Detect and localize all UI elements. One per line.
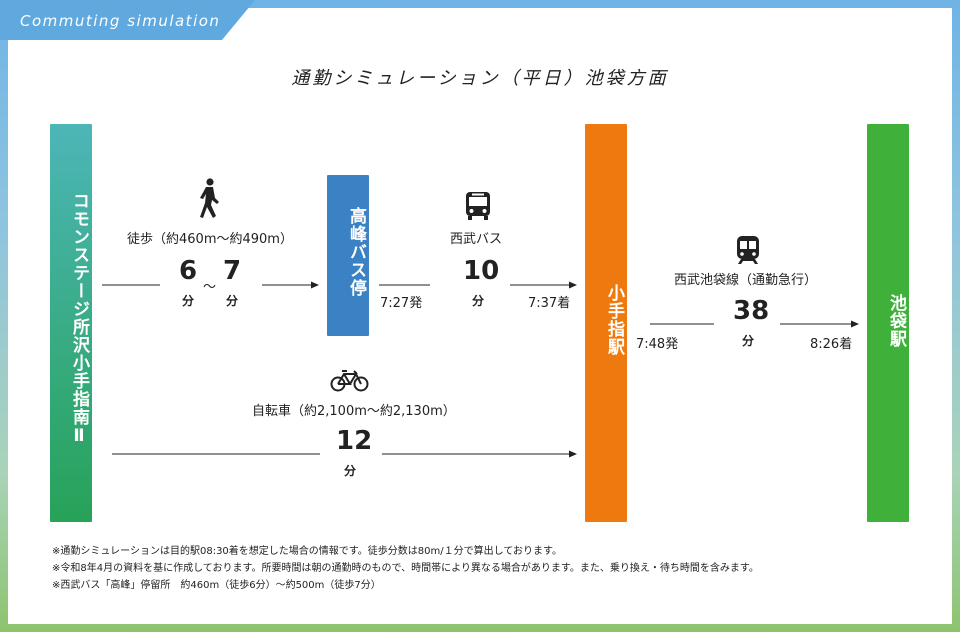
- bike-label: 自転車（約2,100m〜約2,130m）: [252, 404, 456, 419]
- footnote: ※通勤シミュレーションは目的駅08:30着を想定した場合の情報です。徒歩分数は8…: [52, 546, 563, 557]
- walk-unit-from: 分: [182, 294, 195, 308]
- tab-shape: [0, 0, 255, 40]
- station-start: コモンステージ所沢小手指南Ⅱ: [50, 124, 92, 522]
- walk-minutes-from: 6: [179, 256, 198, 286]
- train-arrive: 8:26着: [810, 337, 853, 352]
- footnotes: ※通勤シミュレーションは目的駅08:30着を想定した場合の情報です。徒歩分数は8…: [52, 543, 759, 594]
- train-icon: [737, 236, 759, 264]
- station-start-label: コモンステージ所沢小手指南Ⅱ: [69, 192, 89, 447]
- bus-unit: 分: [472, 294, 485, 308]
- footnote: ※令和8年4月の資料を基に作成しております。所要時間は朝の通勤時のもので、時間帯…: [52, 563, 759, 574]
- walking-person-icon: [200, 178, 219, 218]
- walk-tilde: 〜: [203, 280, 217, 295]
- content-card: [8, 8, 952, 624]
- bus-label: 西武バス: [450, 232, 503, 247]
- bike-arrow-head: [569, 450, 577, 458]
- header-tab: Commuting simulation: [0, 0, 270, 40]
- tab-label: Commuting simulation: [20, 12, 221, 30]
- train-minutes: 38: [733, 296, 770, 326]
- station-kotesashi-label: 小手指駅: [604, 284, 624, 356]
- station-ikebukuro-label: 池袋駅: [886, 294, 906, 348]
- station-bus-stop: 高峰バス停: [327, 175, 369, 336]
- bus-arrow-head: [569, 281, 577, 289]
- bus-depart: 7:27発: [380, 296, 423, 311]
- walk-unit-to: 分: [226, 294, 239, 308]
- train-label: 西武池袋線（通勤急行）: [674, 273, 818, 288]
- bus-minutes: 10: [463, 256, 500, 286]
- train-arrow-head: [851, 320, 859, 328]
- walk-arrow-head: [311, 281, 319, 289]
- bus-arrive: 7:37着: [528, 296, 571, 311]
- bus-icon: [466, 192, 490, 220]
- station-ikebukuro: 池袋駅: [867, 124, 909, 522]
- walk-minutes-to: 7: [223, 256, 242, 286]
- bicycle-icon: [330, 370, 369, 392]
- train-depart: 7:48発: [636, 337, 679, 352]
- station-kotesashi: 小手指駅: [585, 124, 627, 522]
- walk-label: 徒歩（約460m〜約490m）: [127, 232, 293, 247]
- bike-unit: 分: [344, 464, 357, 478]
- train-unit: 分: [742, 334, 755, 348]
- station-bus-stop-label: 高峰バス停: [346, 207, 366, 297]
- page-title: 通勤シミュレーション（平日）池袋方面: [291, 68, 669, 89]
- footnote: ※西武バス「高峰」停留所 約460m（徒歩6分）〜約500m（徒歩7分）: [52, 580, 381, 591]
- bike-minutes: 12: [336, 426, 373, 456]
